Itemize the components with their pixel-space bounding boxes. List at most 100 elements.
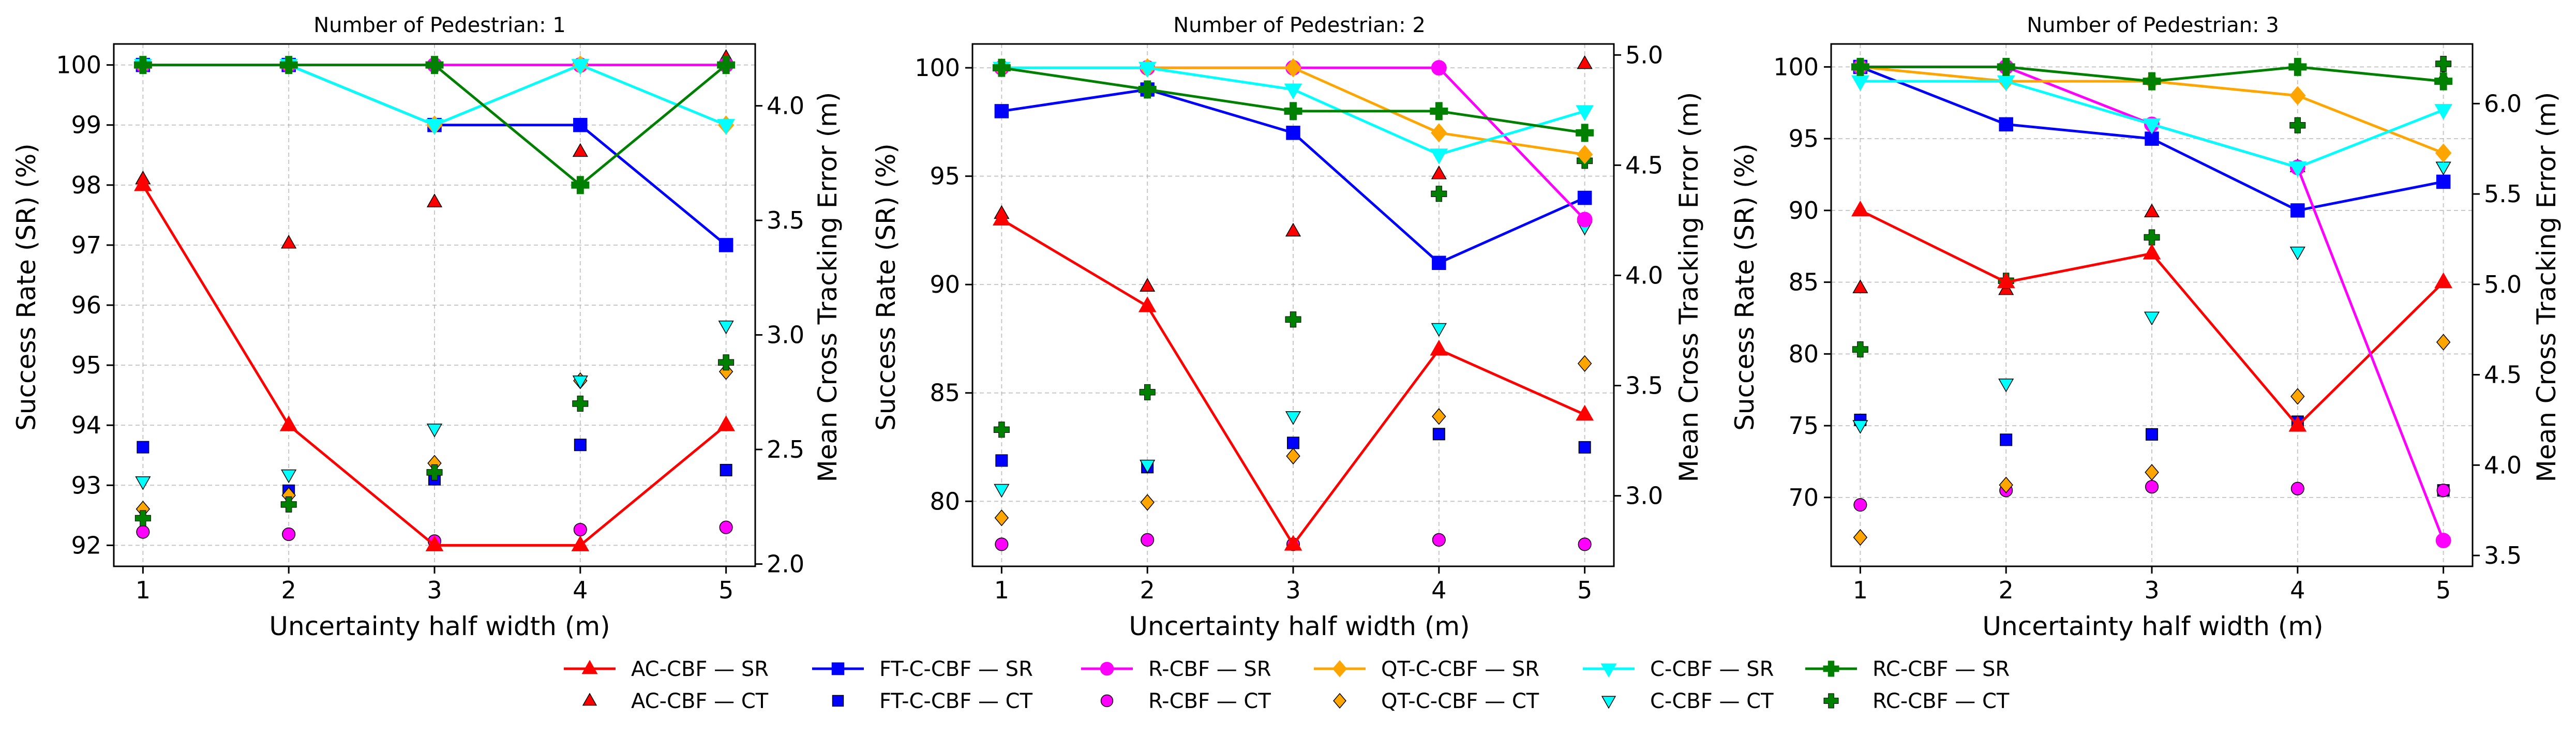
ct-point-ft-c-cbf xyxy=(1287,437,1299,449)
y-tick-label: 95 xyxy=(71,351,101,379)
y-axis-label: Success Rate (SR) (%) xyxy=(1730,143,1760,431)
ct-point-c-cbf xyxy=(2144,311,2160,326)
sr-point-ft-c-cbf xyxy=(1432,255,1446,270)
y2-tick-label: 5.0 xyxy=(1625,41,1663,69)
sr-point-ft-c-cbf xyxy=(994,104,1009,118)
subplot-title: Number of Pedestrian: 2 xyxy=(1173,13,1426,37)
sr-point-rc-cbf xyxy=(2288,57,2307,76)
legend-item: AC-CBF — CT xyxy=(582,689,769,713)
sr-point-ac-cbf xyxy=(993,209,1011,226)
sr-point-qt-c-cbf xyxy=(1285,58,1301,78)
ct-point-qt-c-cbf xyxy=(1432,408,1446,425)
sr-point-rc-cbf xyxy=(1997,57,2015,76)
sr-point-qt-c-cbf xyxy=(1576,145,1593,164)
legend-label: FT-C-CBF — SR xyxy=(879,657,1033,681)
x-axis-label: Uncertainty half width (m) xyxy=(1982,611,2323,641)
x-tick-label: 2 xyxy=(1999,576,2014,604)
ct-point-ft-c-cbf xyxy=(2146,428,2158,441)
ct-point-ft-c-cbf xyxy=(137,441,149,454)
subplot-pedestrian-3: Number of Pedestrian: 3 Uncertainty half… xyxy=(1730,13,2562,641)
y2-tick-label: 2.0 xyxy=(767,550,804,578)
subplot-pedestrian-2: Number of Pedestrian: 2 Uncertainty half… xyxy=(871,13,1704,641)
sr-point-c-cbf xyxy=(1576,105,1594,121)
sr-series-rc-cbf xyxy=(992,58,1594,142)
ct-point-rc-cbf xyxy=(1139,384,1156,400)
sr-point-c-cbf xyxy=(717,119,735,135)
legend-label: R-CBF — CT xyxy=(1148,689,1271,713)
x-axis-label: Uncertainty half width (m) xyxy=(269,611,610,641)
sr-point-rc-cbf xyxy=(2143,72,2161,91)
x-tick-label: 3 xyxy=(1285,576,1300,604)
legend-label: C-CBF — SR xyxy=(1650,657,1774,681)
sr-point-rc-cbf xyxy=(425,56,444,74)
y-tick-label: 93 xyxy=(71,471,101,499)
sr-point-ac-cbf xyxy=(1138,296,1157,312)
sr-point-ft-c-cbf xyxy=(1286,126,1300,140)
legend-label: AC-CBF — CT xyxy=(631,689,769,713)
ct-point-qt-c-cbf xyxy=(1577,355,1592,372)
ct-point-qt-c-cbf xyxy=(2436,334,2451,351)
sr-point-ft-c-cbf xyxy=(718,238,733,252)
y-tick-label: 80 xyxy=(1788,340,1819,368)
ct-point-r-cbf xyxy=(2145,480,2159,494)
ct-point-rc-cbf xyxy=(2144,229,2160,246)
ct-point-ft-c-cbf xyxy=(574,439,587,452)
y-tick-label: 92 xyxy=(71,531,101,559)
legend-item: R-CBF — CT xyxy=(1100,689,1271,713)
y2-tick-label: 4.0 xyxy=(1625,261,1663,289)
x-axis-label: Uncertainty half width (m) xyxy=(1129,611,1470,641)
x-tick-label: 5 xyxy=(718,576,733,604)
sr-series-ac-cbf xyxy=(1851,200,2452,432)
y-tick-label: 95 xyxy=(930,162,960,190)
sr-series-rc-cbf xyxy=(133,56,736,194)
ct-point-ac-cbf xyxy=(572,143,588,157)
sr-point-ac-cbf xyxy=(1576,404,1594,421)
y2-tick-label: 3.5 xyxy=(767,206,804,234)
ct-point-r-cbf xyxy=(1578,537,1592,551)
x-tick-label: 2 xyxy=(281,576,296,604)
sr-point-rc-cbf xyxy=(133,56,152,74)
ct-point-c-cbf xyxy=(281,469,297,484)
sr-point-ac-cbf xyxy=(425,535,444,551)
sr-point-ac-cbf xyxy=(1430,339,1448,356)
sr-series-rc-cbf xyxy=(1851,57,2453,91)
legend-label: RC-CBF — SR xyxy=(1873,657,2010,681)
ct-point-c-cbf xyxy=(1852,420,1868,434)
y2-tick-label: 2.5 xyxy=(767,435,804,463)
ct-point-c-cbf xyxy=(135,476,151,490)
y2-tick-label: 4.5 xyxy=(1625,151,1663,179)
x-tick-label: 5 xyxy=(2436,576,2451,604)
ct-point-rc-cbf xyxy=(134,510,151,527)
ct-point-r-cbf xyxy=(136,525,150,539)
subplot-title: Number of Pedestrian: 1 xyxy=(313,13,566,37)
y2-axis-label: Mean Cross Tracking Error (m) xyxy=(1674,92,1704,483)
legend-item: RC-CBF — CT xyxy=(1823,689,2010,713)
ct-point-r-cbf xyxy=(1141,533,1155,547)
ct-point-qt-c-cbf xyxy=(2290,388,2305,405)
sr-point-rc-cbf xyxy=(1430,102,1448,121)
x-tick-label: 1 xyxy=(994,576,1009,604)
sr-point-c-cbf xyxy=(425,119,444,135)
sr-point-ac-cbf xyxy=(571,535,590,551)
legend-item: RC-CBF — SR xyxy=(1805,657,2010,681)
ct-point-ft-c-cbf xyxy=(720,463,732,476)
y-tick-label: 97 xyxy=(71,231,101,259)
legend-item: FT-C-CBF — SR xyxy=(812,657,1033,681)
legend-item: C-CBF — SR xyxy=(1583,657,1774,681)
ct-point-qt-c-cbf xyxy=(1999,476,2013,493)
ct-point-c-cbf xyxy=(994,484,1010,498)
y-axis-label: Success Rate (SR) (%) xyxy=(11,143,41,431)
y-tick-label: 96 xyxy=(71,291,101,319)
x-tick-label: 4 xyxy=(1431,576,1446,604)
y-tick-label: 94 xyxy=(71,411,101,439)
ct-point-r-cbf xyxy=(995,537,1009,551)
legend-marker xyxy=(1601,696,1616,709)
ct-markers xyxy=(993,55,1593,551)
sr-point-rc-cbf xyxy=(1284,102,1302,121)
ct-point-ac-cbf xyxy=(281,234,297,249)
axes-frame xyxy=(1830,43,2474,567)
y2-tick-label: 3.5 xyxy=(1625,372,1663,400)
legend-item: QT-C-CBF — CT xyxy=(1333,689,1539,713)
sr-point-ac-cbf xyxy=(2143,244,2161,260)
sr-point-r-cbf xyxy=(2435,533,2451,548)
